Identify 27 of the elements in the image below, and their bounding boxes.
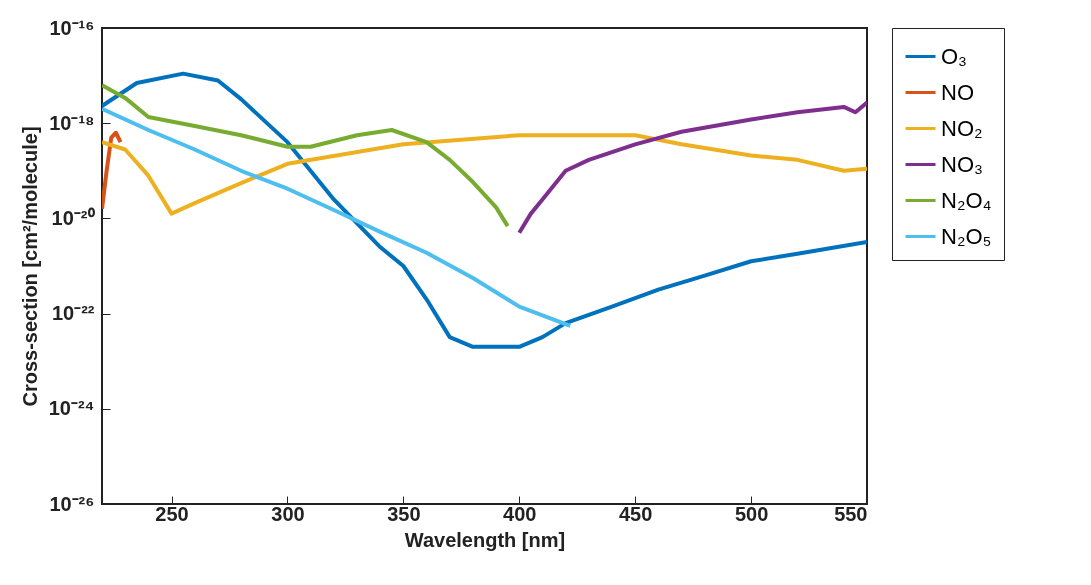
- line-series: [102, 106, 573, 328]
- x-tick-label: 550: [834, 502, 868, 525]
- x-tick-label: 500: [734, 502, 769, 525]
- y-tick-label: 10⁻¹⁸: [49, 111, 95, 134]
- line-series: [102, 133, 867, 216]
- legend-label: O₃: [941, 43, 968, 69]
- line-series: [102, 130, 123, 211]
- x-tick-label: 300: [271, 502, 305, 525]
- line-series: [102, 83, 510, 229]
- line-series: [517, 100, 867, 235]
- line-series: [102, 71, 867, 349]
- y-tick-label: 10⁻²⁴: [48, 397, 95, 420]
- legend-label: NO₂: [941, 115, 983, 141]
- y-tick-label: 10⁻²²: [51, 302, 95, 325]
- legend-label: N₂O₄: [941, 187, 992, 213]
- x-tick-label: 250: [155, 502, 189, 525]
- y-tick-label: 10⁻²⁶: [49, 492, 95, 515]
- legend-label: N₂O₅: [941, 223, 992, 249]
- y-tick-label: 10⁻²⁰: [51, 206, 95, 229]
- x-tick-label: 350: [387, 502, 421, 525]
- y-axis-title: Cross-section [cm²/molecule]: [18, 126, 41, 407]
- x-tick-label: 450: [618, 502, 653, 525]
- y-tick-label: 10⁻¹⁶: [49, 16, 95, 39]
- legend-label: NO: [941, 79, 974, 105]
- legend-label: NO₃: [941, 151, 983, 177]
- x-tick-label: 400: [503, 502, 537, 525]
- x-axis-title: Wavelength [nm]: [404, 528, 566, 551]
